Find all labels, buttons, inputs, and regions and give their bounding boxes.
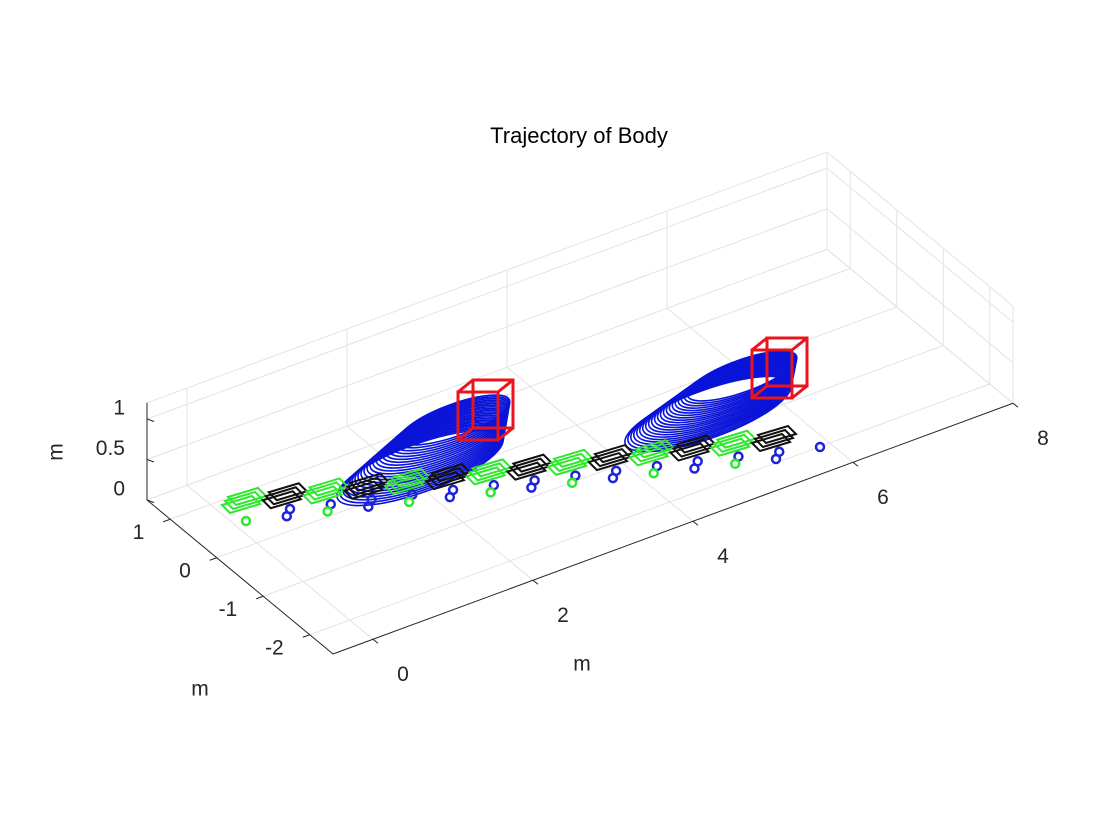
grid-line <box>826 167 1014 323</box>
foot <box>753 428 795 449</box>
x-tick <box>532 579 539 585</box>
body-box-edge <box>457 426 474 442</box>
contact-point <box>566 477 578 489</box>
y-tick-label: 1 <box>133 521 145 544</box>
foot <box>505 461 548 481</box>
x-tick-label: 0 <box>397 663 409 686</box>
y-tick <box>209 557 217 561</box>
contact-point <box>770 453 782 465</box>
x-tick <box>692 520 699 526</box>
grid-line <box>826 208 1014 364</box>
z-tick <box>146 418 155 422</box>
x-tick <box>852 461 859 467</box>
grid <box>146 151 1019 655</box>
contact-point <box>363 501 374 512</box>
foot <box>423 471 466 491</box>
body-box-edge <box>751 336 768 352</box>
y-tick <box>163 518 171 523</box>
foot <box>756 424 798 445</box>
y-tick <box>302 634 310 638</box>
y-tick <box>256 595 264 600</box>
foot <box>464 466 507 486</box>
foot <box>587 451 629 472</box>
body-box-edge <box>457 378 474 394</box>
grid-line <box>309 383 990 636</box>
contact-point <box>648 468 659 479</box>
y-tick-label: -2 <box>265 636 284 659</box>
grid-line <box>146 167 828 420</box>
foot <box>260 490 303 510</box>
grid-line <box>186 484 374 640</box>
contact-point <box>689 463 700 474</box>
contact-point <box>485 487 496 498</box>
foot <box>546 456 589 476</box>
x-axis <box>332 402 1014 655</box>
grid-line <box>263 345 944 597</box>
foot <box>301 485 344 505</box>
z-tick <box>146 499 155 503</box>
z-tick-label: 1 <box>113 397 125 420</box>
body-box-edge <box>791 336 808 352</box>
contact-point <box>403 496 415 508</box>
z-tick <box>146 459 155 463</box>
y-tick-label: 0 <box>179 559 191 582</box>
x-axis-label: m <box>573 653 591 676</box>
foot <box>383 475 425 496</box>
contact-point <box>607 472 619 484</box>
contact-point <box>281 510 293 522</box>
plot-objects <box>220 336 826 527</box>
x-tick-label: 8 <box>1037 427 1049 450</box>
body-box-edge <box>497 426 514 442</box>
body-box-edge <box>751 384 768 400</box>
grid-line <box>170 268 851 520</box>
contact-point <box>322 506 333 517</box>
x-tick-label: 6 <box>877 486 889 509</box>
body-box-edge <box>791 384 808 400</box>
z-axis-label: m <box>45 443 68 461</box>
contact-point <box>444 491 456 503</box>
x-tick <box>372 638 379 644</box>
foot <box>627 447 670 467</box>
body-box <box>750 348 794 400</box>
grid-line <box>146 208 828 460</box>
grid-line <box>346 425 534 581</box>
foot <box>342 480 385 500</box>
grid-line <box>146 248 828 501</box>
chart-title: Trajectory of Body <box>490 123 668 148</box>
contact-point <box>814 441 826 453</box>
box-edge <box>826 151 1014 307</box>
body-box-edge <box>497 378 514 394</box>
foot <box>750 432 792 453</box>
box-edge <box>146 151 828 404</box>
x-tick <box>1012 402 1019 408</box>
grid-line <box>506 366 694 522</box>
foot <box>709 437 752 457</box>
body-ellipse <box>399 394 511 446</box>
contact-point <box>240 515 252 527</box>
body-box <box>765 336 809 388</box>
y-axis <box>146 499 334 655</box>
z-tick-label: 0.5 <box>96 437 125 460</box>
grid-line <box>826 248 1014 404</box>
foot <box>668 442 711 462</box>
y-tick-label: -1 <box>219 598 238 621</box>
body-box <box>471 378 515 430</box>
z-tick-label: 0 <box>113 478 125 501</box>
body-ellipse <box>686 350 798 402</box>
contact-point <box>526 482 537 493</box>
x-tick-label: 2 <box>557 604 569 627</box>
contact-point <box>729 458 741 470</box>
x-tick-label: 4 <box>717 545 729 568</box>
y-axis-label: m <box>191 678 209 701</box>
foot <box>220 494 262 515</box>
body-box <box>456 390 500 442</box>
